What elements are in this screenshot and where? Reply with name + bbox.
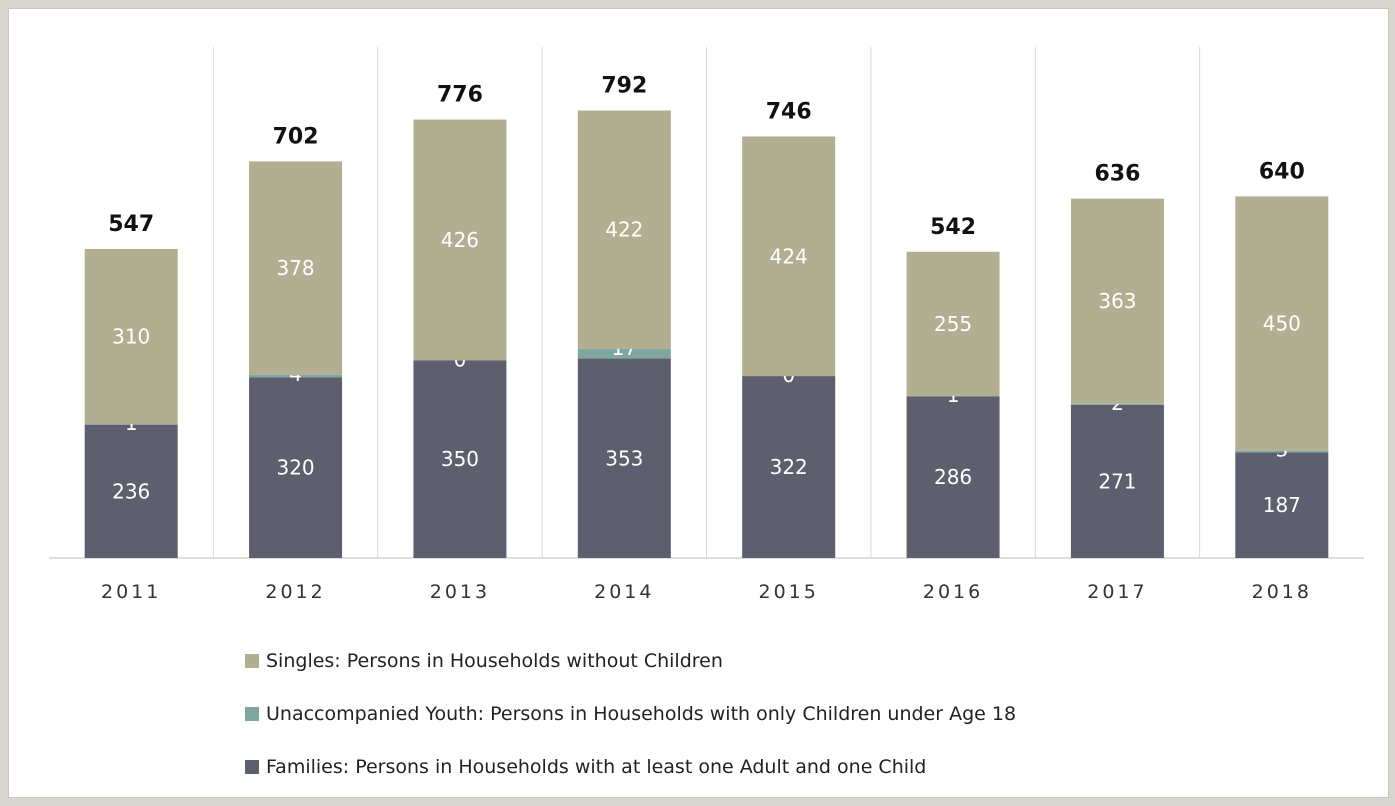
legend-label-singles: Singles: Persons in Households without C… (266, 650, 723, 672)
data-label-families: 350 (441, 447, 479, 471)
data-label-total: 776 (437, 83, 483, 108)
data-label-total: 640 (1259, 159, 1305, 184)
bar-segment-singles (84, 248, 178, 425)
legend-swatch-families (245, 760, 259, 774)
data-label-total: 746 (766, 100, 812, 125)
x-tick-label: 2016 (923, 581, 983, 603)
data-label-singles: 426 (441, 228, 479, 252)
bar-segment-singles (413, 119, 507, 361)
x-tick-label: 2015 (759, 581, 819, 603)
x-tick-label: 2014 (594, 581, 654, 603)
data-label-families: 320 (276, 456, 314, 480)
legend-swatch-unaccompanied-youth (245, 707, 259, 721)
data-label-families: 236 (112, 479, 150, 503)
bar-segment-youth (249, 374, 343, 378)
x-tick-label: 2013 (430, 581, 490, 603)
bar-segment-singles (577, 110, 671, 349)
bar-segment-families (906, 396, 1000, 558)
bar-segment-families (84, 424, 178, 558)
data-label-total: 547 (108, 212, 154, 237)
bar-segment-families (413, 360, 507, 558)
bar-segment-families (249, 377, 343, 558)
chart-frame: 2361310547201132043787022012350042677620… (8, 8, 1389, 798)
chart-legend: Singles: Persons in Households without C… (245, 643, 1016, 802)
bar-segment-singles (742, 136, 836, 377)
legend-item-families: Families: Persons in Households with at … (245, 749, 1016, 785)
bar-segment-singles (249, 161, 343, 375)
legend-label-unaccompanied-youth: Unaccompanied Youth: Persons in Househol… (266, 703, 1017, 725)
bar-segment-youth (84, 424, 178, 425)
data-label-total: 542 (930, 215, 976, 240)
x-tick-label: 2018 (1252, 581, 1312, 603)
data-label-singles: 378 (276, 256, 314, 280)
bar-segment-singles (1070, 198, 1164, 404)
data-label-families: 271 (1098, 469, 1136, 493)
legend-swatch-singles (245, 654, 259, 668)
bar-segment-families (742, 376, 836, 558)
bar-segment-families (1070, 404, 1164, 558)
bar-segment-youth (1235, 450, 1329, 453)
legend-item-unaccompanied-youth: Unaccompanied Youth: Persons in Househol… (245, 696, 1016, 732)
x-tick-label: 2017 (1087, 581, 1147, 603)
data-label-families: 286 (934, 465, 972, 489)
data-label-total: 702 (273, 124, 319, 149)
data-label-singles: 450 (1263, 312, 1301, 336)
x-tick-label: 2011 (101, 581, 161, 603)
bar-segment-youth (906, 395, 1000, 397)
bar-segment-singles (1235, 196, 1329, 451)
bar-segment-youth (577, 348, 671, 359)
data-label-families: 353 (605, 446, 643, 470)
legend-item-singles: Singles: Persons in Households without C… (245, 643, 1016, 679)
bar-segment-youth (1070, 403, 1164, 405)
bar-segment-singles (906, 251, 1000, 396)
data-label-singles: 310 (112, 325, 150, 349)
x-tick-label: 2012 (265, 581, 325, 603)
data-label-total: 792 (601, 74, 647, 99)
data-label-singles: 424 (770, 244, 808, 268)
stacked-bar-chart: 2361310547201132043787022012350042677620… (49, 47, 1364, 603)
data-label-singles: 255 (934, 312, 972, 336)
legend-label-families: Families: Persons in Households with at … (266, 756, 927, 778)
data-label-families: 187 (1263, 493, 1301, 517)
bar-segment-families (1235, 452, 1329, 558)
data-label-singles: 363 (1098, 289, 1136, 313)
data-label-singles: 422 (605, 218, 643, 242)
data-label-total: 636 (1094, 162, 1140, 187)
data-label-families: 322 (770, 455, 808, 479)
bar-segment-families (577, 358, 671, 558)
